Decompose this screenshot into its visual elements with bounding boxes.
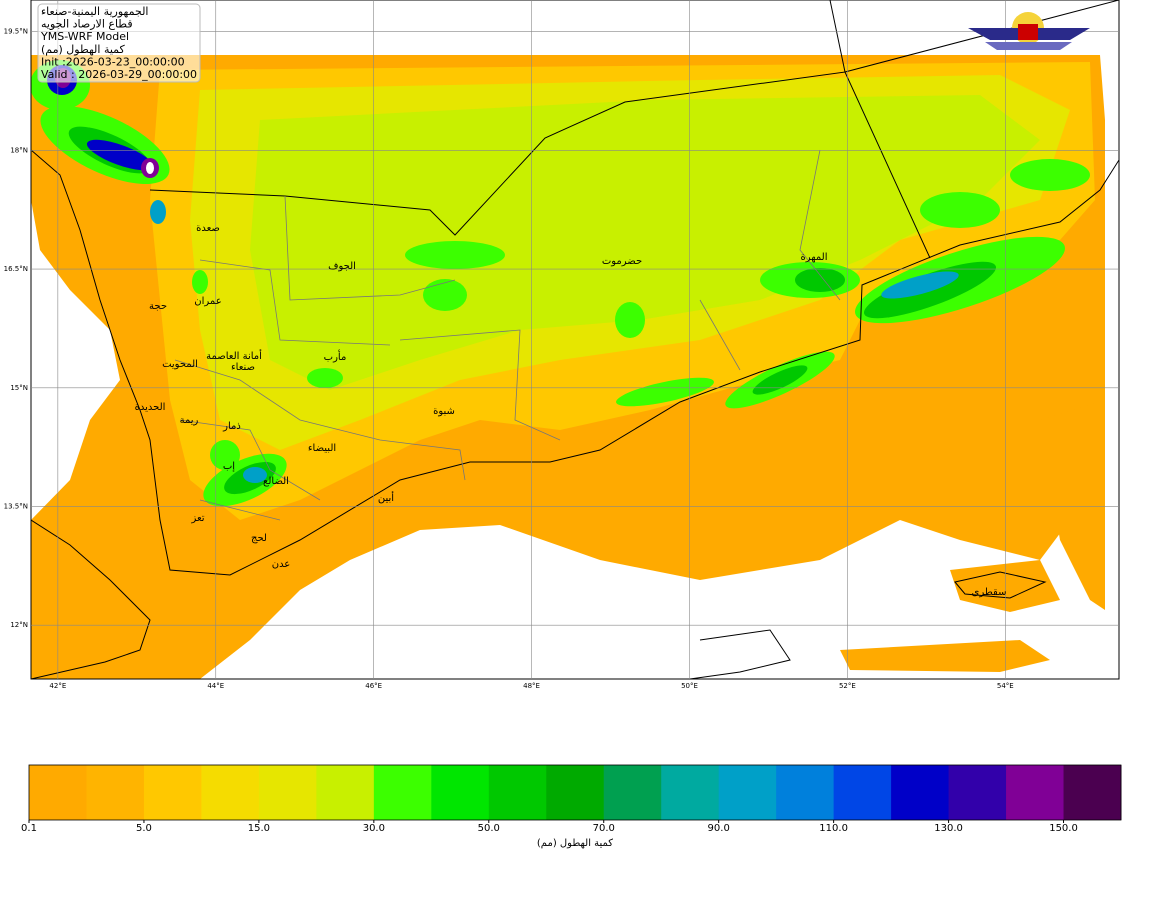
place-label: الحديدة [135,402,166,413]
place-label: المهرة [801,252,828,263]
lon-tick-label: 50°E [681,682,698,690]
info-line: Init :2026-03-23_00:00:00 [41,55,185,68]
colorbar-swatch [201,765,260,820]
precipitation-field [31,0,1119,679]
place-label: حضرموت [602,256,642,267]
place-label: شبوة [433,406,455,417]
lat-tick-label: 18°N [10,146,28,154]
colorbar-tick-label: 0.1 [21,823,37,834]
colorbar-swatch [776,765,835,820]
colorbar-tick-label: 90.0 [708,823,730,834]
place-label: الجوف [328,261,356,272]
place-label: تعز [190,513,204,524]
colorbar-swatch [1063,765,1122,820]
colorbar-swatch [718,765,777,820]
colorbar-tick-label: 130.0 [934,823,963,834]
info-line: قطاع الارصاد الجويه [41,18,133,31]
colorbar-tick-label: 150.0 [1049,823,1078,834]
place-label: الضالع [263,476,289,487]
colorbar-swatch [603,765,662,820]
place-label: ذمار [222,421,241,432]
colorbar-frame [28,764,1122,821]
lon-tick-label: 48°E [523,682,540,690]
lon-tick-label: 44°E [207,682,224,690]
colorbar-tick-label: 5.0 [136,823,152,834]
info-line: كمية الهطول (مم) [41,43,126,56]
colorbar-tick-label: 50.0 [478,823,500,834]
colorbar-swatch [948,765,1007,820]
info-line: الجمهورية اليمنية-صنعاء [41,5,148,18]
colorbar-swatch [373,765,432,820]
colorbar-swatch [258,765,317,820]
lat-tick-label: 12°N [10,621,28,629]
lon-tick-label: 52°E [839,682,856,690]
lat-tick-label: 15°N [10,384,28,392]
place-label: صنعاء [231,362,255,373]
place-label: عدن [272,559,291,570]
place-label: المحويت [162,359,198,370]
map-frame [30,0,1120,680]
place-label: حجة [149,301,167,312]
lon-tick-label: 54°E [997,682,1014,690]
colorbar-swatch [29,765,87,820]
lat-tick-label: 16.5°N [4,265,28,273]
colorbar-tick-label: 110.0 [819,823,848,834]
info-line: Valid : 2026-03-29_00:00:00 [41,68,197,81]
place-label: مأرب [324,349,347,363]
colorbar-swatch [316,765,375,820]
colorbar-tick-label: 15.0 [248,823,270,834]
colorbar-swatch [833,765,892,820]
lat-tick-label: 19.5°N [4,28,28,36]
place-label: البيضاء [308,443,336,454]
place-label: أمانة العاصمة [206,349,262,362]
place-label: صعدة [196,223,220,234]
colorbar-swatch [1006,765,1065,820]
colorbar-tick-label: 70.0 [593,823,615,834]
place-label: أبين [378,491,394,504]
colorbar-swatch [661,765,720,820]
lon-tick-label: 46°E [365,682,382,690]
colorbar-swatch [546,765,605,820]
colorbar-swatch [143,765,202,820]
place-label: عمران [194,296,221,307]
place-label: إب [223,461,235,472]
colorbar-label: كمية الهطول (مم) [537,838,613,849]
lat-tick-label: 13.5°N [4,502,28,510]
place-label: ريمة [180,415,199,426]
lon-tick-label: 42°E [49,682,66,690]
info-box [37,3,201,83]
info-line: YMS-WRF Model [40,30,129,43]
place-label: لحج [251,533,267,544]
colorbar-swatch [891,765,950,820]
place-label: سقطرى [972,587,1007,598]
colorbar-swatch [488,765,547,820]
logo [968,12,1090,50]
colorbar-swatch [86,765,145,820]
colorbar-tick-label: 30.0 [363,823,385,834]
colorbar-swatch [431,765,490,820]
